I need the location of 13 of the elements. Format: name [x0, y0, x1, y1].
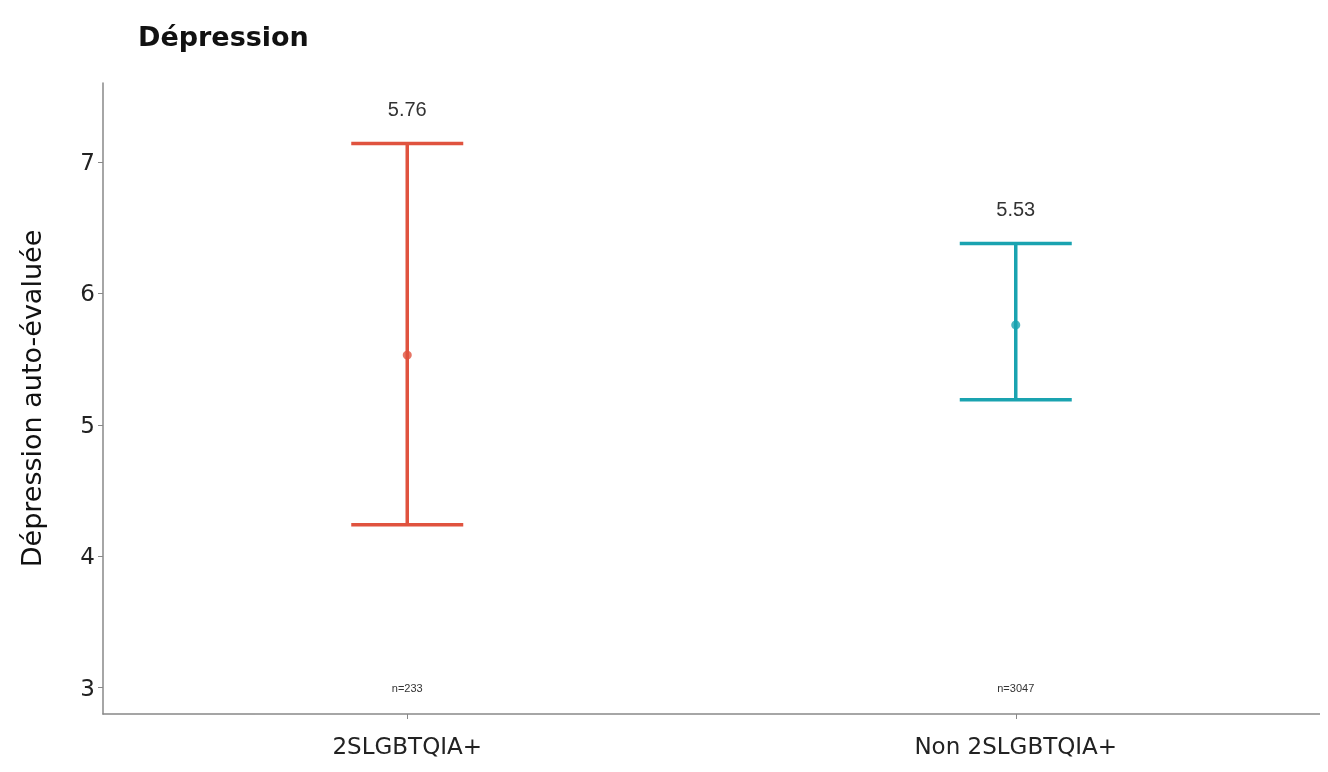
annotation: 5.53: [996, 198, 1036, 221]
y-tick-label: 7: [80, 148, 95, 175]
y-tick-label: 5: [80, 411, 95, 438]
y-tick-label: 3: [80, 674, 95, 701]
y-tick-label: 4: [80, 543, 95, 570]
x-tick-label: 2SLGBTQIA+: [332, 732, 483, 759]
annotation: n=233: [391, 681, 423, 694]
x-tick-label: Non 2SLGBTQIA+: [914, 732, 1118, 759]
y-axis-title: Dépression auto-évaluée: [16, 229, 47, 568]
annotation: n=3047: [997, 681, 1035, 694]
chart-title: Dépression: [138, 21, 309, 52]
y-tick-label: 6: [80, 280, 95, 307]
annotation: 5.76: [387, 98, 427, 121]
